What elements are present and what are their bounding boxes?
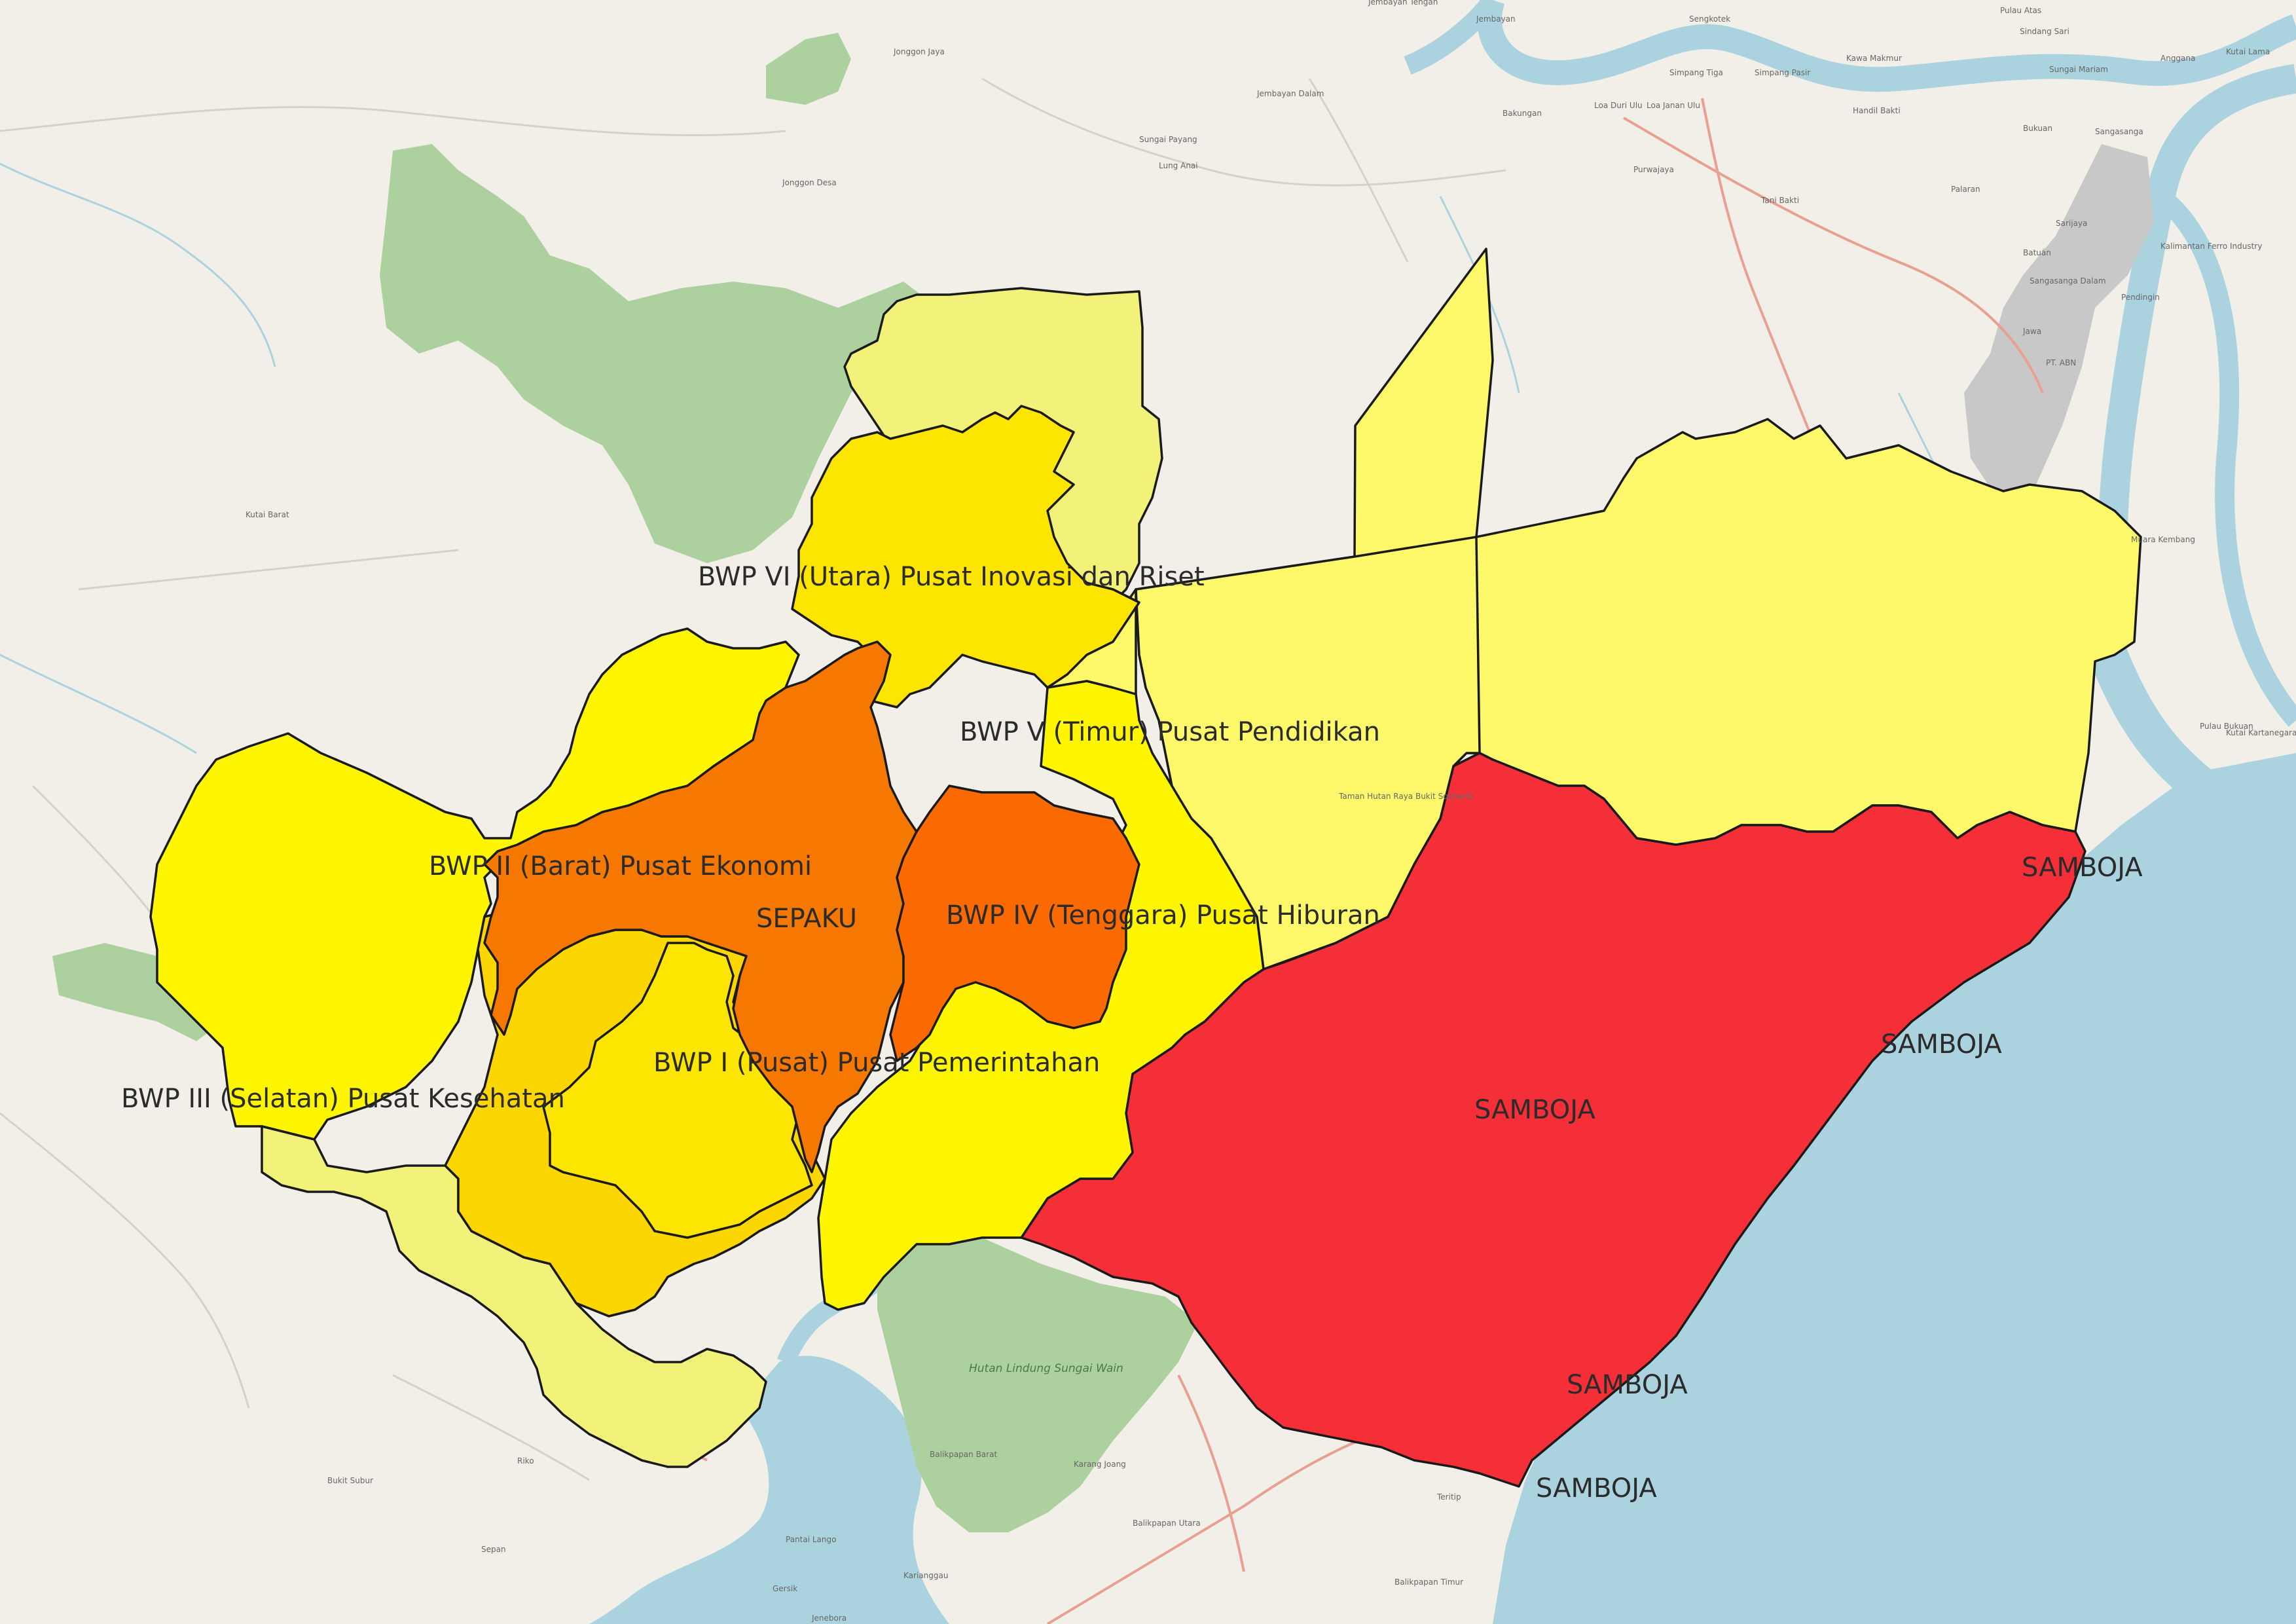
forest-north	[380, 144, 930, 563]
place-label: Balikpapan Barat	[930, 1450, 997, 1459]
place-label: Sungai Payang	[1139, 135, 1197, 144]
place-label: Pulau Bukuan	[2200, 722, 2253, 731]
place-label: Batuan	[2023, 248, 2051, 257]
label-bwp-vi: BWP VI (Utara) Pusat Inovasi dan Riset	[698, 562, 1205, 592]
place-label: Riko	[517, 1456, 534, 1466]
label-samboja-main: SAMBOJA	[1474, 1095, 1595, 1125]
delta-channel	[2090, 647, 2213, 802]
industrial-area	[1964, 144, 2154, 498]
river-mahakam-west	[1404, 0, 1501, 75]
place-label: Teritip	[1436, 1492, 1461, 1502]
label-samboja: SAMBOJA	[1567, 1370, 1688, 1400]
balikpapan-bay	[589, 1356, 949, 1624]
place-label: Lung Anai	[1159, 161, 1198, 170]
place-label: Purwajaya	[1633, 165, 1674, 174]
place-label: Palaran	[1951, 185, 1980, 194]
industrial-area-2	[2036, 242, 2095, 308]
place-label: Pantai Lango	[786, 1535, 836, 1544]
region-bwp-v[interactable]	[1135, 536, 1481, 970]
place-label: Sepan	[481, 1545, 506, 1554]
place-label: Pulau Atas	[2000, 6, 2041, 15]
label-sepaku: SEPAKU	[756, 904, 857, 934]
place-label: Kutai Barat	[246, 510, 289, 519]
river-mahakam	[1477, 0, 2296, 92]
place-label: Kawa Makmur	[1846, 54, 1902, 63]
place-label: Bakungan	[1503, 109, 1542, 118]
place-label: Sindang Sari	[2020, 27, 2069, 36]
place-label: Tani Bakti	[1760, 196, 1799, 205]
place-label: Loa Janan Ulu	[1647, 101, 1700, 110]
place-label: Jembayan	[1476, 14, 1516, 24]
place-label: Sarijaya	[2056, 219, 2087, 228]
place-label: Sungai Mariam	[2049, 65, 2108, 74]
place-label: Karianggau	[903, 1571, 948, 1580]
place-label: PT. ABN	[2046, 358, 2076, 367]
label-samboja: SAMBOJA	[1881, 1029, 2002, 1060]
place-label: Jembayan Tengah	[1368, 0, 1438, 7]
place-label: Balikpapan Utara	[1133, 1519, 1201, 1528]
region-bwp-iv[interactable]	[889, 784, 1140, 1062]
forest-west	[52, 943, 223, 1041]
place-label: Kutai Lama	[2226, 47, 2270, 56]
place-label: Pendingin	[2121, 293, 2160, 302]
place-label: Anggana	[2160, 54, 2195, 63]
place-label: Jonggon Desa	[782, 178, 837, 187]
label-bwp-ii: BWP II (Barat) Pusat Ekonomi	[429, 851, 812, 881]
label-bwp-i: BWP I (Pusat) Pusat Pemerintahan	[653, 1048, 1100, 1078]
place-label: Jawa	[2022, 327, 2041, 336]
region-labels: BWP VI (Utara) Pusat Inovasi dan Riset B…	[121, 562, 2143, 1504]
place-label: Simpang Tiga	[1669, 68, 1723, 77]
place-label: Sangasanga	[2095, 127, 2143, 136]
place-label: Karang Joang	[1074, 1460, 1126, 1469]
place-label: Kalimantan Ferro Industry	[2160, 242, 2262, 251]
place-label: Jonggon Jaya	[893, 47, 945, 56]
place-label: Sengkotek	[1689, 14, 1730, 24]
place-label: Jenebora	[811, 1614, 847, 1623]
region-bwp-i-inner[interactable]	[542, 942, 813, 1239]
basemap-labels: Jonggon Jaya Jonggon Desa Jembayan Dalam…	[246, 0, 2296, 1623]
label-bwp-iv: BWP IV (Tenggara) Pusat Hiburan	[946, 900, 1380, 931]
place-label: Kutai Kartanegara	[2226, 728, 2296, 737]
place-label: Muara Kembang	[2131, 535, 2195, 544]
forest-small-north	[766, 33, 851, 105]
place-label: Hutan Lindung Sungai Wain	[969, 1362, 1123, 1375]
label-samboja: SAMBOJA	[1536, 1473, 1657, 1504]
label-bwp-v: BWP V (Timur) Pusat Pendidikan	[960, 717, 1380, 747]
region-bwp-vi[interactable]	[791, 405, 1140, 709]
place-label: Taman Hutan Raya Bukit Soeharto	[1338, 792, 1474, 801]
forest-wain	[877, 1231, 1198, 1532]
river-delta-branch	[2154, 189, 2296, 727]
place-label: Sangasanga Dalam	[2030, 276, 2106, 286]
place-label: Gersik	[773, 1584, 797, 1593]
place-label: Handil Bakti	[1853, 106, 1901, 115]
place-label: Bukuan	[2023, 124, 2052, 133]
sea	[1493, 753, 2296, 1624]
label-bwp-iii: BWP III (Selatan) Pusat Kesehatan	[121, 1084, 565, 1114]
place-label: Jembayan Dalam	[1256, 89, 1324, 98]
place-label: Balikpapan Timur	[1394, 1578, 1463, 1587]
place-label: Loa Duri Ulu	[1594, 101, 1643, 110]
place-label: Simpang Pasir	[1755, 68, 1810, 77]
label-samboja: SAMBOJA	[2022, 853, 2143, 883]
place-label: Bukit Subur	[327, 1476, 373, 1485]
